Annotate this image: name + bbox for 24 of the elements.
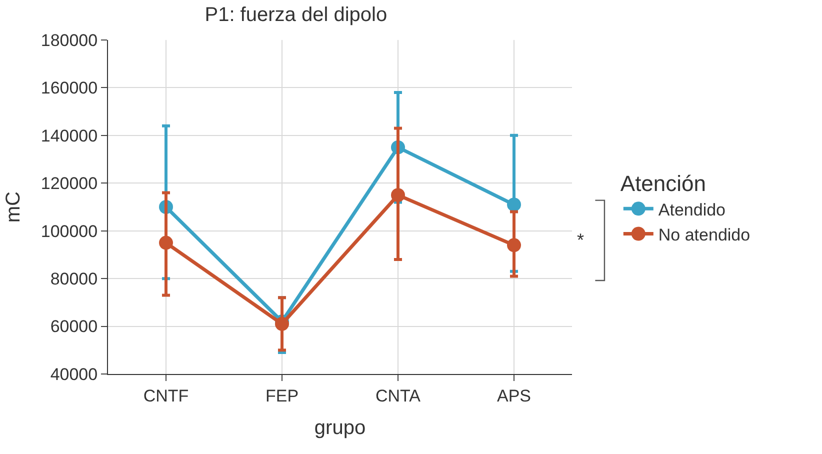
x-tick-label: APS (496, 386, 532, 406)
point (507, 198, 521, 212)
legend-title: Atención (620, 171, 706, 196)
legend-label: No atendido (658, 225, 750, 244)
y-tick-label: 80000 (50, 270, 98, 289)
point (275, 316, 289, 331)
y-tick-label: 120000 (40, 174, 98, 194)
x-tick-label: CNTF (143, 386, 189, 406)
y-tick-label: 180000 (40, 30, 98, 50)
chart-title: P1: fuerza del dipolo (204, 4, 388, 26)
x-axis-title: grupo (314, 416, 366, 439)
x-tick-label: FEP (265, 386, 299, 406)
legend-label: Atendido (658, 200, 726, 220)
text: * (577, 230, 584, 250)
x-tick-label: CNTA (375, 386, 422, 406)
y-tick-label: 160000 (40, 78, 98, 98)
point (391, 188, 405, 202)
point (507, 238, 521, 252)
y-tick-label: 40000 (50, 364, 98, 384)
y-axis-title: mC (2, 191, 24, 223)
y-tick-label: 60000 (50, 317, 98, 336)
y-tick-label: 100000 (40, 222, 98, 241)
point (159, 236, 173, 250)
y-tick-label: 140000 (40, 126, 98, 146)
